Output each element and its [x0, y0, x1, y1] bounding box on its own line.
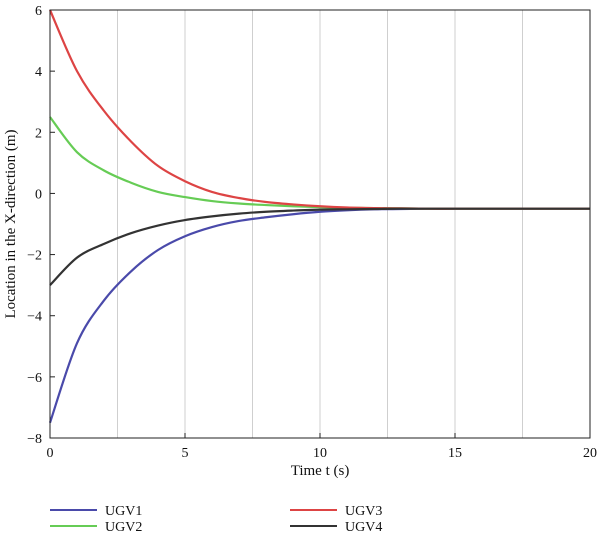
- y-tick-label: −8: [27, 432, 42, 447]
- y-tick-label: 2: [35, 126, 42, 141]
- x-tick-label: 5: [182, 446, 189, 461]
- series-lines: [48, 9, 590, 424]
- y-tick-label: 6: [35, 4, 42, 19]
- x-tick-label: 15: [448, 446, 462, 461]
- y-tick-label: 4: [35, 65, 42, 80]
- y-axis-label: Location in the X-direction (m): [3, 129, 19, 318]
- y-tick-label: −2: [27, 249, 42, 264]
- y-tick-label: −6: [27, 371, 42, 386]
- x-tick-label: 0: [47, 446, 54, 461]
- legend-label-ugv3: UGV3: [345, 504, 382, 519]
- y-tick-label: 0: [35, 187, 42, 202]
- grid: [117, 10, 523, 438]
- legend-label-ugv2: UGV2: [105, 520, 142, 535]
- x-tick-label: 10: [313, 446, 327, 461]
- ticks: 0 5 10 15 20 −8 −6 −4 −2 0 2 4 6: [27, 4, 597, 461]
- series-line-ugv4: [49, 207, 590, 286]
- legend: UGV1 UGV3 UGV2 UGV4: [50, 504, 382, 535]
- legend-label-ugv1: UGV1: [105, 504, 142, 519]
- x-tick-label: 20: [583, 446, 597, 461]
- x-axis-label: Time t (s): [291, 463, 350, 479]
- legend-label-ugv4: UGV4: [345, 520, 382, 535]
- y-tick-label: −4: [27, 310, 42, 325]
